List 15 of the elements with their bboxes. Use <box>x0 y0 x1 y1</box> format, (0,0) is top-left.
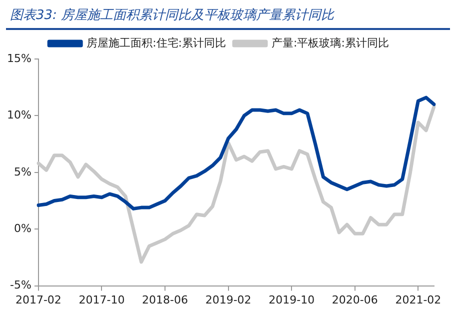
y-tick-label: 15% <box>6 52 32 65</box>
x-tick-label: 2017-10 <box>78 293 125 306</box>
x-tick-label: 2020-06 <box>332 293 378 306</box>
y-tick-label: 0% <box>14 222 32 235</box>
y-tick-label: -5% <box>10 278 32 292</box>
legend-label: 产量:平板玻璃:累计同比 <box>272 36 389 50</box>
y-tick-label: 10% <box>6 108 32 122</box>
y-tick-label: 5% <box>14 165 32 178</box>
x-tick-label: 2019-02 <box>205 293 252 306</box>
chart-title: 图表33: 房屋施工面积累计同比及平板玻璃产量累计同比 <box>6 0 450 30</box>
x-tick-label: 2019-10 <box>268 293 315 306</box>
x-tick-label: 2021-02 <box>395 293 442 306</box>
x-tick-label: 2017-02 <box>15 293 62 306</box>
x-tick-label: 2018-06 <box>142 293 188 306</box>
legend-label: 房屋施工面积:住宅:累计同比 <box>86 36 226 50</box>
